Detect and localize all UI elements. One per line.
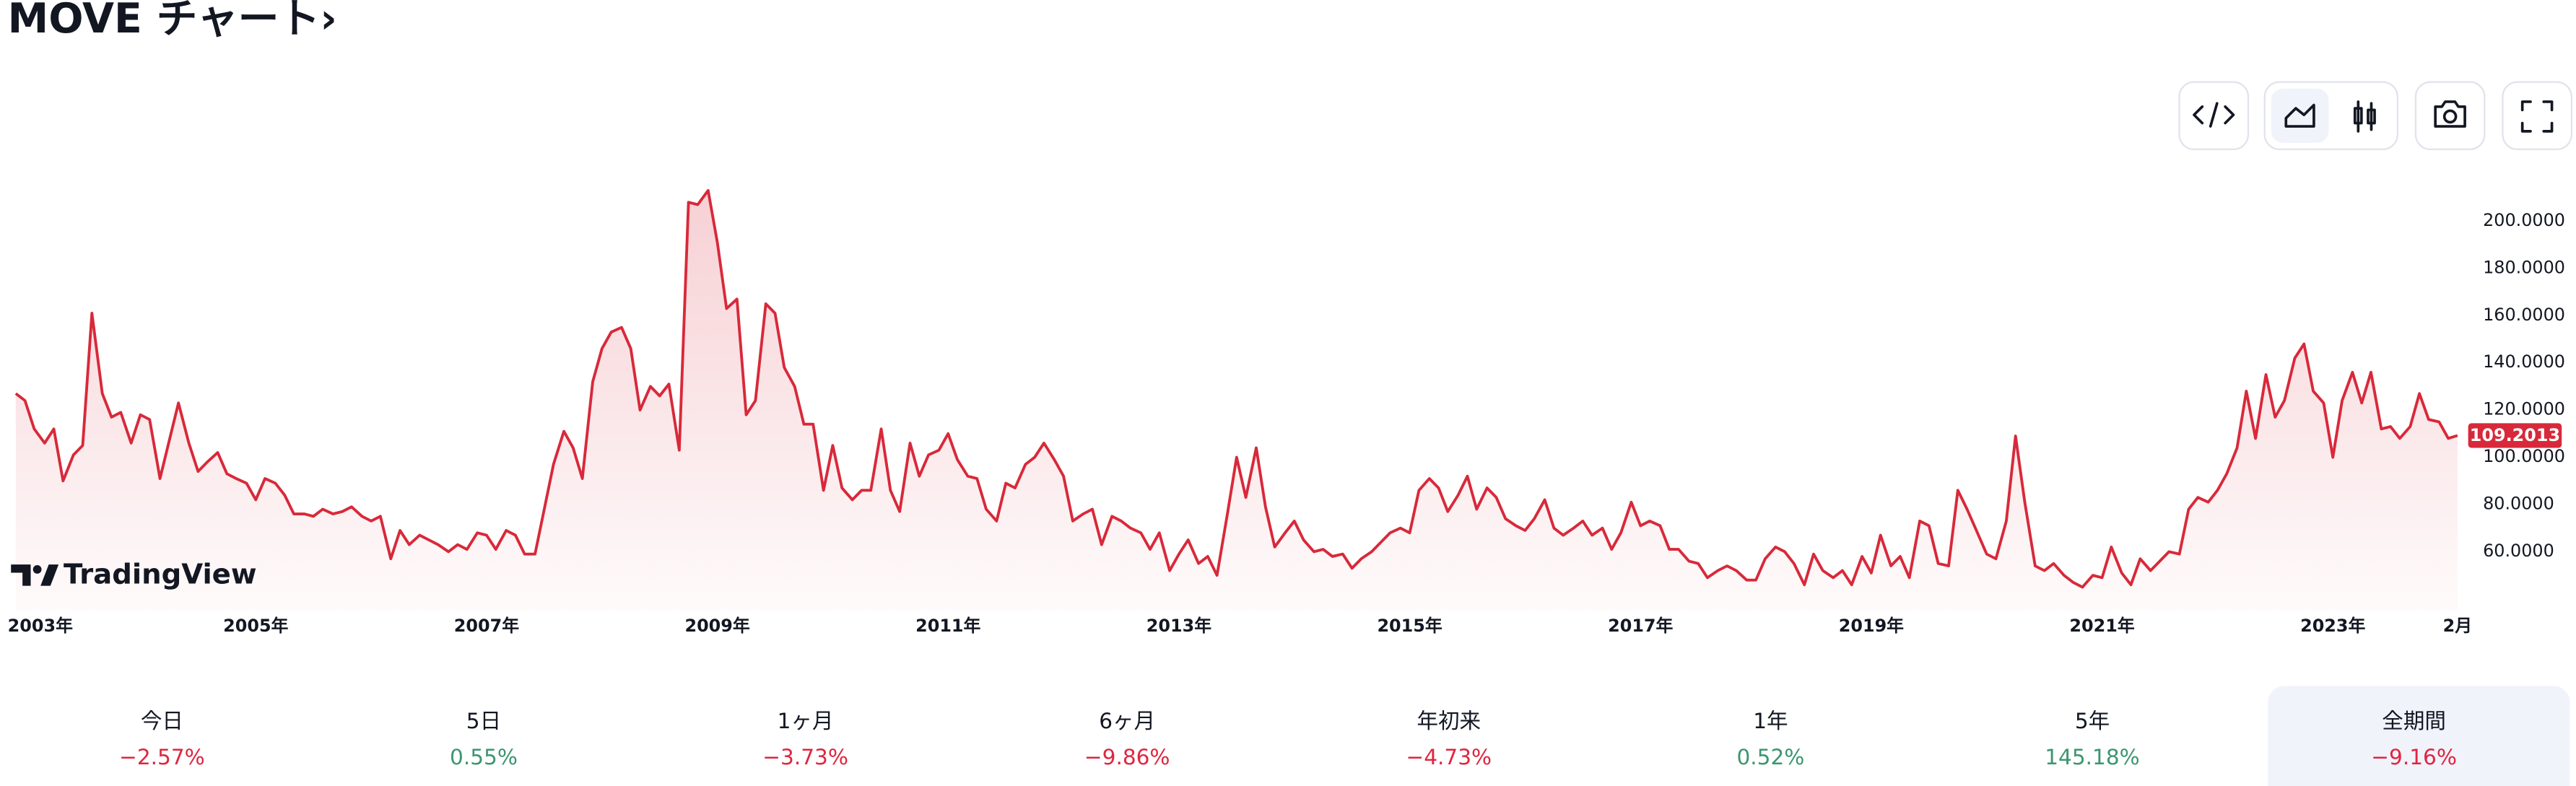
y-tick-label: 140.0000 <box>2483 351 2565 372</box>
x-tick-label: 2007年 <box>454 616 519 636</box>
period-label: 1年 <box>1753 709 1788 733</box>
y-tick-label: 200.0000 <box>2483 210 2565 230</box>
x-tick-label: 2013年 <box>1146 616 1211 636</box>
period-tab[interactable]: 今日 −2.57% <box>119 709 205 769</box>
period-change: 0.52% <box>1736 745 1804 769</box>
period-label: 全期間 <box>2382 709 2446 733</box>
y-tick-label: 160.0000 <box>2483 305 2565 325</box>
period-label: 6ヶ月 <box>1099 709 1155 733</box>
candle-style-button[interactable] <box>2353 100 2376 133</box>
period-tab[interactable]: 6ヶ月 −9.86% <box>1084 709 1170 769</box>
period-change: 145.18% <box>2045 745 2139 769</box>
price-line <box>14 188 2458 589</box>
period-tab[interactable]: 1ヶ月 −3.73% <box>762 709 848 769</box>
x-tick-label: 2015年 <box>1377 616 1442 636</box>
y-tick-label: 120.0000 <box>2483 399 2565 419</box>
plot-area: 60.0000 80.0000 100.0000 120.0000 140.0000 16… <box>8 188 2565 636</box>
area-style-button[interactable] <box>2271 88 2329 143</box>
x-tick-label: 2023年 <box>2300 616 2365 636</box>
x-tick-label: 2月 <box>2443 616 2472 636</box>
chart-style-group <box>2263 81 2399 151</box>
active-tab-background <box>2268 686 2570 786</box>
last-value-box <box>2468 423 2562 448</box>
period-change: −2.57% <box>119 745 205 769</box>
period-tabs: 今日 −2.57% 5日 0.55% 1ヶ月 −3.73% 6ヶ月 −9.86% 年初来 −4.7… <box>119 686 2570 786</box>
x-tick-label: 2009年 <box>684 616 749 636</box>
period-tab[interactable]: 年初来 −4.73% <box>1406 709 1492 769</box>
brand-name: TradingView <box>64 558 257 590</box>
fullscreen-button[interactable] <box>2502 81 2573 151</box>
period-label: 今日 <box>141 709 183 733</box>
x-tick-label: 2003年 <box>8 616 73 636</box>
x-tick-label: 2017年 <box>1608 616 1673 636</box>
y-tick-label: 100.0000 <box>2483 446 2565 466</box>
period-change: −9.86% <box>1084 745 1170 769</box>
x-tick-label: 2005年 <box>223 616 288 636</box>
period-label: 1ヶ月 <box>778 709 834 733</box>
y-tick-label: 60.0000 <box>2483 541 2554 561</box>
period-change: −9.16% <box>2371 745 2457 769</box>
screenshot-button[interactable] <box>2414 81 2486 151</box>
period-change: −4.73% <box>1406 745 1492 769</box>
period-label: 年初来 <box>1417 709 1481 733</box>
period-label: 5年 <box>2075 709 2110 733</box>
period-change: 0.55% <box>450 745 518 769</box>
brand-logo: TradingView <box>11 558 257 590</box>
chart-title[interactable]: MOVE チャート› <box>8 0 337 43</box>
x-tick-label: 2019年 <box>1839 616 1904 636</box>
period-tab[interactable]: 1年 0.52% <box>1736 709 1804 769</box>
y-tick-label: 180.0000 <box>2483 257 2565 277</box>
period-tab[interactable]: 5日 0.55% <box>450 709 518 769</box>
x-tick-label: 2011年 <box>915 616 980 636</box>
period-tab[interactable]: 5年 145.18% <box>2045 709 2139 769</box>
x-tick-label: 2021年 <box>2069 616 2134 636</box>
embed-button[interactable] <box>2178 81 2250 151</box>
period-change: −3.73% <box>762 745 848 769</box>
last-value-label: 109.2013 <box>2470 425 2560 445</box>
period-tab[interactable]: 全期間 −9.16% <box>2268 686 2570 786</box>
y-tick-label: 80.0000 <box>2483 493 2554 513</box>
period-label: 5日 <box>466 709 501 733</box>
area-fill <box>15 190 2458 611</box>
